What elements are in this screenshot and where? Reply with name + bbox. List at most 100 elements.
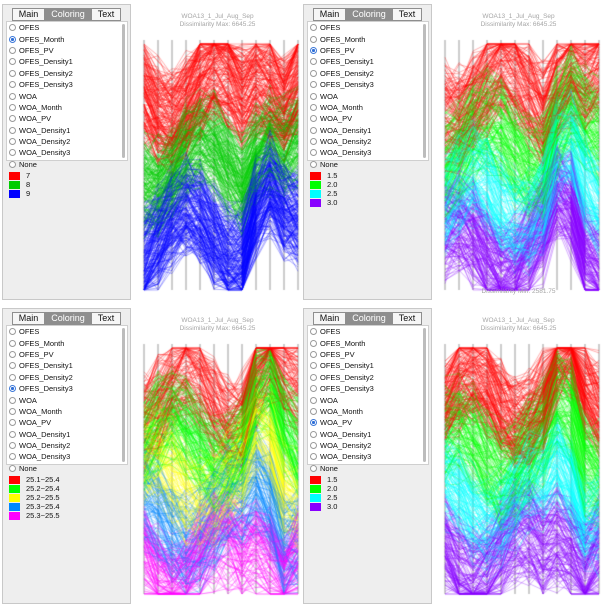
radio-unselected-icon[interactable] [9,81,16,89]
coloring-option-ofes-density2[interactable]: OFES_Density2 [308,68,428,79]
radio-unselected-icon[interactable] [9,373,16,381]
coloring-option-ofes-density1[interactable]: OFES_Density1 [308,360,428,371]
parallel-coordinates-plot[interactable]: WOA13_1_Jul_Aug_Sep Dissimilarity Max: 66… [134,304,301,608]
tab-main[interactable]: Main [312,8,347,21]
coloring-option-ofes-month[interactable]: OFES_Month [7,337,127,348]
radio-unselected-icon[interactable] [9,92,16,100]
radio-unselected-icon[interactable] [9,419,16,427]
coloring-option-woa-density2[interactable]: WOA_Density2 [308,440,428,451]
radio-unselected-icon[interactable] [310,464,317,472]
radio-unselected-icon[interactable] [310,81,317,89]
radio-unselected-icon[interactable] [9,46,16,54]
coloring-option-woa[interactable]: WOA [308,90,428,101]
polyline-canvas[interactable] [134,0,301,304]
radio-unselected-icon[interactable] [9,430,16,438]
coloring-option-ofes-density3[interactable]: OFES_Density3 [7,383,127,394]
coloring-option-ofes-density2[interactable]: OFES_Density2 [308,372,428,383]
coloring-option-woa-density3[interactable]: WOA_Density3 [308,147,428,158]
radio-unselected-icon[interactable] [9,24,16,32]
coloring-option-none[interactable]: None [7,463,127,474]
list-scrollbar[interactable] [122,24,125,158]
radio-unselected-icon[interactable] [9,350,16,358]
coloring-option-ofes-density3[interactable]: OFES_Density3 [7,79,127,90]
tab-main[interactable]: Main [11,312,46,325]
radio-unselected-icon[interactable] [9,149,16,157]
tab-main[interactable]: Main [312,312,347,325]
radio-unselected-icon[interactable] [9,339,16,347]
radio-selected-icon[interactable] [310,46,317,54]
radio-unselected-icon[interactable] [9,58,16,66]
radio-unselected-icon[interactable] [310,430,317,438]
tab-coloring[interactable]: Coloring [45,8,92,21]
list-scrollbar[interactable] [423,328,426,462]
coloring-option-woa-density3[interactable]: WOA_Density3 [308,451,428,462]
coloring-option-woa-density3[interactable]: WOA_Density3 [7,147,127,158]
coloring-option-woa[interactable]: WOA [7,394,127,405]
radio-selected-icon[interactable] [310,419,317,427]
coloring-option-ofes-month[interactable]: OFES_Month [7,33,127,44]
coloring-option-ofes-density3[interactable]: OFES_Density3 [308,79,428,90]
radio-unselected-icon[interactable] [310,385,317,393]
coloring-option-woa-pv[interactable]: WOA_PV [7,417,127,428]
polyline-canvas[interactable] [435,304,602,608]
coloring-option-ofes[interactable]: OFES [308,326,428,337]
coloring-option-none[interactable]: None [308,159,428,170]
tab-text[interactable]: Text [392,8,423,21]
coloring-option-woa[interactable]: WOA [7,90,127,101]
coloring-option-woa-month[interactable]: WOA_Month [7,406,127,417]
coloring-option-woa-density1[interactable]: WOA_Density1 [7,429,127,440]
coloring-option-ofes-density1[interactable]: OFES_Density1 [308,56,428,67]
list-scrollbar[interactable] [423,24,426,158]
coloring-option-woa-density2[interactable]: WOA_Density2 [7,136,127,147]
coloring-option-woa-density1[interactable]: WOA_Density1 [7,125,127,136]
coloring-option-ofes-density2[interactable]: OFES_Density2 [7,68,127,79]
coloring-option-woa-month[interactable]: WOA_Month [7,102,127,113]
tab-main[interactable]: Main [11,8,46,21]
radio-unselected-icon[interactable] [9,396,16,404]
radio-unselected-icon[interactable] [310,160,317,168]
radio-unselected-icon[interactable] [310,92,317,100]
coloring-option-woa-month[interactable]: WOA_Month [308,406,428,417]
list-scrollbar[interactable] [122,328,125,462]
radio-unselected-icon[interactable] [310,35,317,43]
radio-unselected-icon[interactable] [310,453,317,461]
coloring-option-ofes-pv[interactable]: OFES_PV [7,349,127,360]
radio-unselected-icon[interactable] [310,442,317,450]
coloring-option-ofes-density2[interactable]: OFES_Density2 [7,372,127,383]
radio-unselected-icon[interactable] [310,396,317,404]
tab-coloring[interactable]: Coloring [346,8,393,21]
coloring-option-ofes[interactable]: OFES [308,22,428,33]
tab-coloring[interactable]: Coloring [45,312,92,325]
coloring-option-ofes-month[interactable]: OFES_Month [308,337,428,348]
radio-selected-icon[interactable] [9,35,16,43]
radio-unselected-icon[interactable] [310,115,317,123]
coloring-option-woa-density2[interactable]: WOA_Density2 [308,136,428,147]
coloring-option-ofes-month[interactable]: OFES_Month [308,33,428,44]
radio-unselected-icon[interactable] [9,362,16,370]
polyline-canvas[interactable] [134,304,301,608]
coloring-option-ofes-density1[interactable]: OFES_Density1 [7,360,127,371]
coloring-option-ofes-pv[interactable]: OFES_PV [308,45,428,56]
parallel-coordinates-plot[interactable]: WOA13_1_Jul_Aug_Sep Dissimilarity Max: 66… [134,0,301,304]
radio-unselected-icon[interactable] [310,350,317,358]
radio-unselected-icon[interactable] [9,138,16,146]
parallel-coordinates-plot[interactable]: WOA13_1_Jul_Aug_Sep Dissimilarity Max: 66… [435,0,602,304]
coloring-option-ofes-density3[interactable]: OFES_Density3 [308,383,428,394]
coloring-option-ofes-density1[interactable]: OFES_Density1 [7,56,127,67]
radio-unselected-icon[interactable] [310,328,317,336]
radio-unselected-icon[interactable] [310,103,317,111]
coloring-option-woa-density1[interactable]: WOA_Density1 [308,125,428,136]
radio-selected-icon[interactable] [9,385,16,393]
tab-text[interactable]: Text [91,312,122,325]
coloring-option-woa-density2[interactable]: WOA_Density2 [7,440,127,451]
tab-coloring[interactable]: Coloring [346,312,393,325]
coloring-option-ofes-pv[interactable]: OFES_PV [7,45,127,56]
radio-unselected-icon[interactable] [9,328,16,336]
radio-unselected-icon[interactable] [310,126,317,134]
coloring-option-woa-pv[interactable]: WOA_PV [308,417,428,428]
radio-unselected-icon[interactable] [310,149,317,157]
radio-unselected-icon[interactable] [310,69,317,77]
radio-unselected-icon[interactable] [310,407,317,415]
coloring-option-woa-pv[interactable]: WOA_PV [7,113,127,124]
radio-unselected-icon[interactable] [9,160,16,168]
